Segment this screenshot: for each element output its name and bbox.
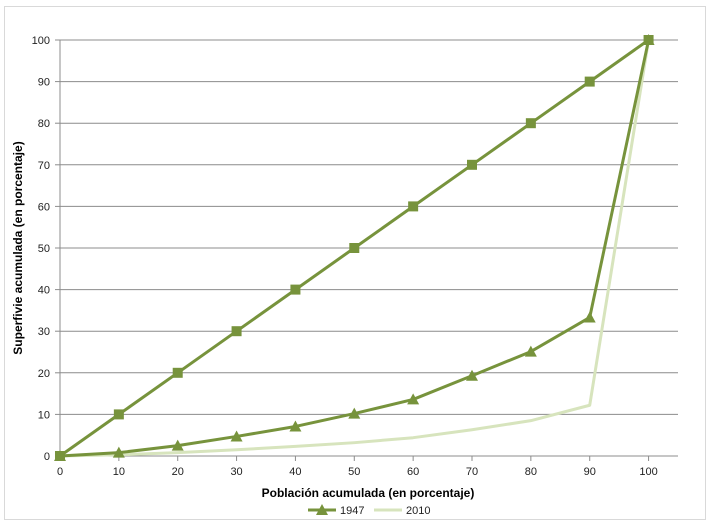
- x-axis-title: Población acumulada (en porcentaje): [262, 486, 475, 500]
- y-tick-label: 60: [38, 201, 50, 213]
- y-tick-label: 100: [32, 35, 50, 47]
- marker-equality: [172, 367, 183, 378]
- y-tick-label: 90: [38, 77, 50, 89]
- y-tick-label: 10: [38, 409, 50, 421]
- series-2010: [59, 39, 651, 458]
- line-2010: [59, 39, 651, 458]
- x-tick-label: 70: [466, 466, 478, 478]
- x-tick-label: 50: [348, 466, 360, 478]
- marker-equality: [643, 35, 654, 45]
- marker-1947: [348, 407, 361, 419]
- marker-equality: [231, 326, 242, 337]
- marker-equality: [584, 76, 595, 87]
- y-tick-label: 50: [38, 243, 50, 255]
- marker-1947: [289, 420, 302, 432]
- marker-equality: [467, 159, 477, 170]
- y-tick-label: 30: [38, 326, 50, 338]
- y-tick-label: 0: [44, 451, 50, 463]
- x-tick-label: 10: [113, 466, 125, 478]
- marker-1947: [524, 345, 537, 357]
- marker-1947: [407, 393, 420, 405]
- x-tick-label: 80: [525, 466, 537, 478]
- x-tick-labels: 0 10 20 30 40 50 60 70 80 90 100: [57, 466, 658, 478]
- legend-item-1947: 1947: [308, 504, 364, 517]
- series-equality: [55, 35, 654, 461]
- y-tick-labels: 0 10 20 30 40 50 60 70 80 90 100: [32, 35, 50, 463]
- legend: 1947 2010: [308, 504, 430, 517]
- marker-1947: [171, 439, 184, 451]
- marker-1947: [230, 430, 243, 442]
- marker-1947: [583, 311, 596, 323]
- axes: [55, 39, 678, 461]
- y-tick-label: 80: [38, 118, 50, 130]
- legend-item-2010: 2010: [374, 505, 430, 517]
- y-axis-title: Superfivie acumulada (en porcentaje): [11, 141, 25, 354]
- x-tick-label: 90: [584, 466, 596, 478]
- y-tick-label: 40: [38, 285, 50, 297]
- marker-equality: [55, 451, 65, 461]
- marker-legend-1947: [316, 504, 328, 515]
- gridlines: [60, 39, 678, 415]
- legend-label-2010: 2010: [406, 505, 430, 517]
- chart-frame: [4, 6, 706, 520]
- x-tick-label: 0: [57, 466, 63, 478]
- marker-equality: [408, 201, 419, 212]
- series-group: [54, 34, 655, 461]
- marker-equality: [290, 284, 301, 295]
- x-tick-label: 60: [407, 466, 419, 478]
- x-tick-label: 20: [172, 466, 184, 478]
- marker-equality: [525, 118, 536, 129]
- x-tick-label: 40: [289, 466, 301, 478]
- y-tick-label: 20: [38, 368, 50, 380]
- legend-label-1947: 1947: [340, 505, 364, 517]
- x-tick-label: 100: [639, 466, 657, 478]
- marker-1947: [112, 446, 125, 458]
- x-tick-label: 30: [230, 466, 242, 478]
- marker-equality: [113, 409, 124, 420]
- marker-1947: [466, 369, 478, 381]
- y-tick-label: 70: [38, 160, 50, 172]
- marker-equality: [349, 243, 360, 253]
